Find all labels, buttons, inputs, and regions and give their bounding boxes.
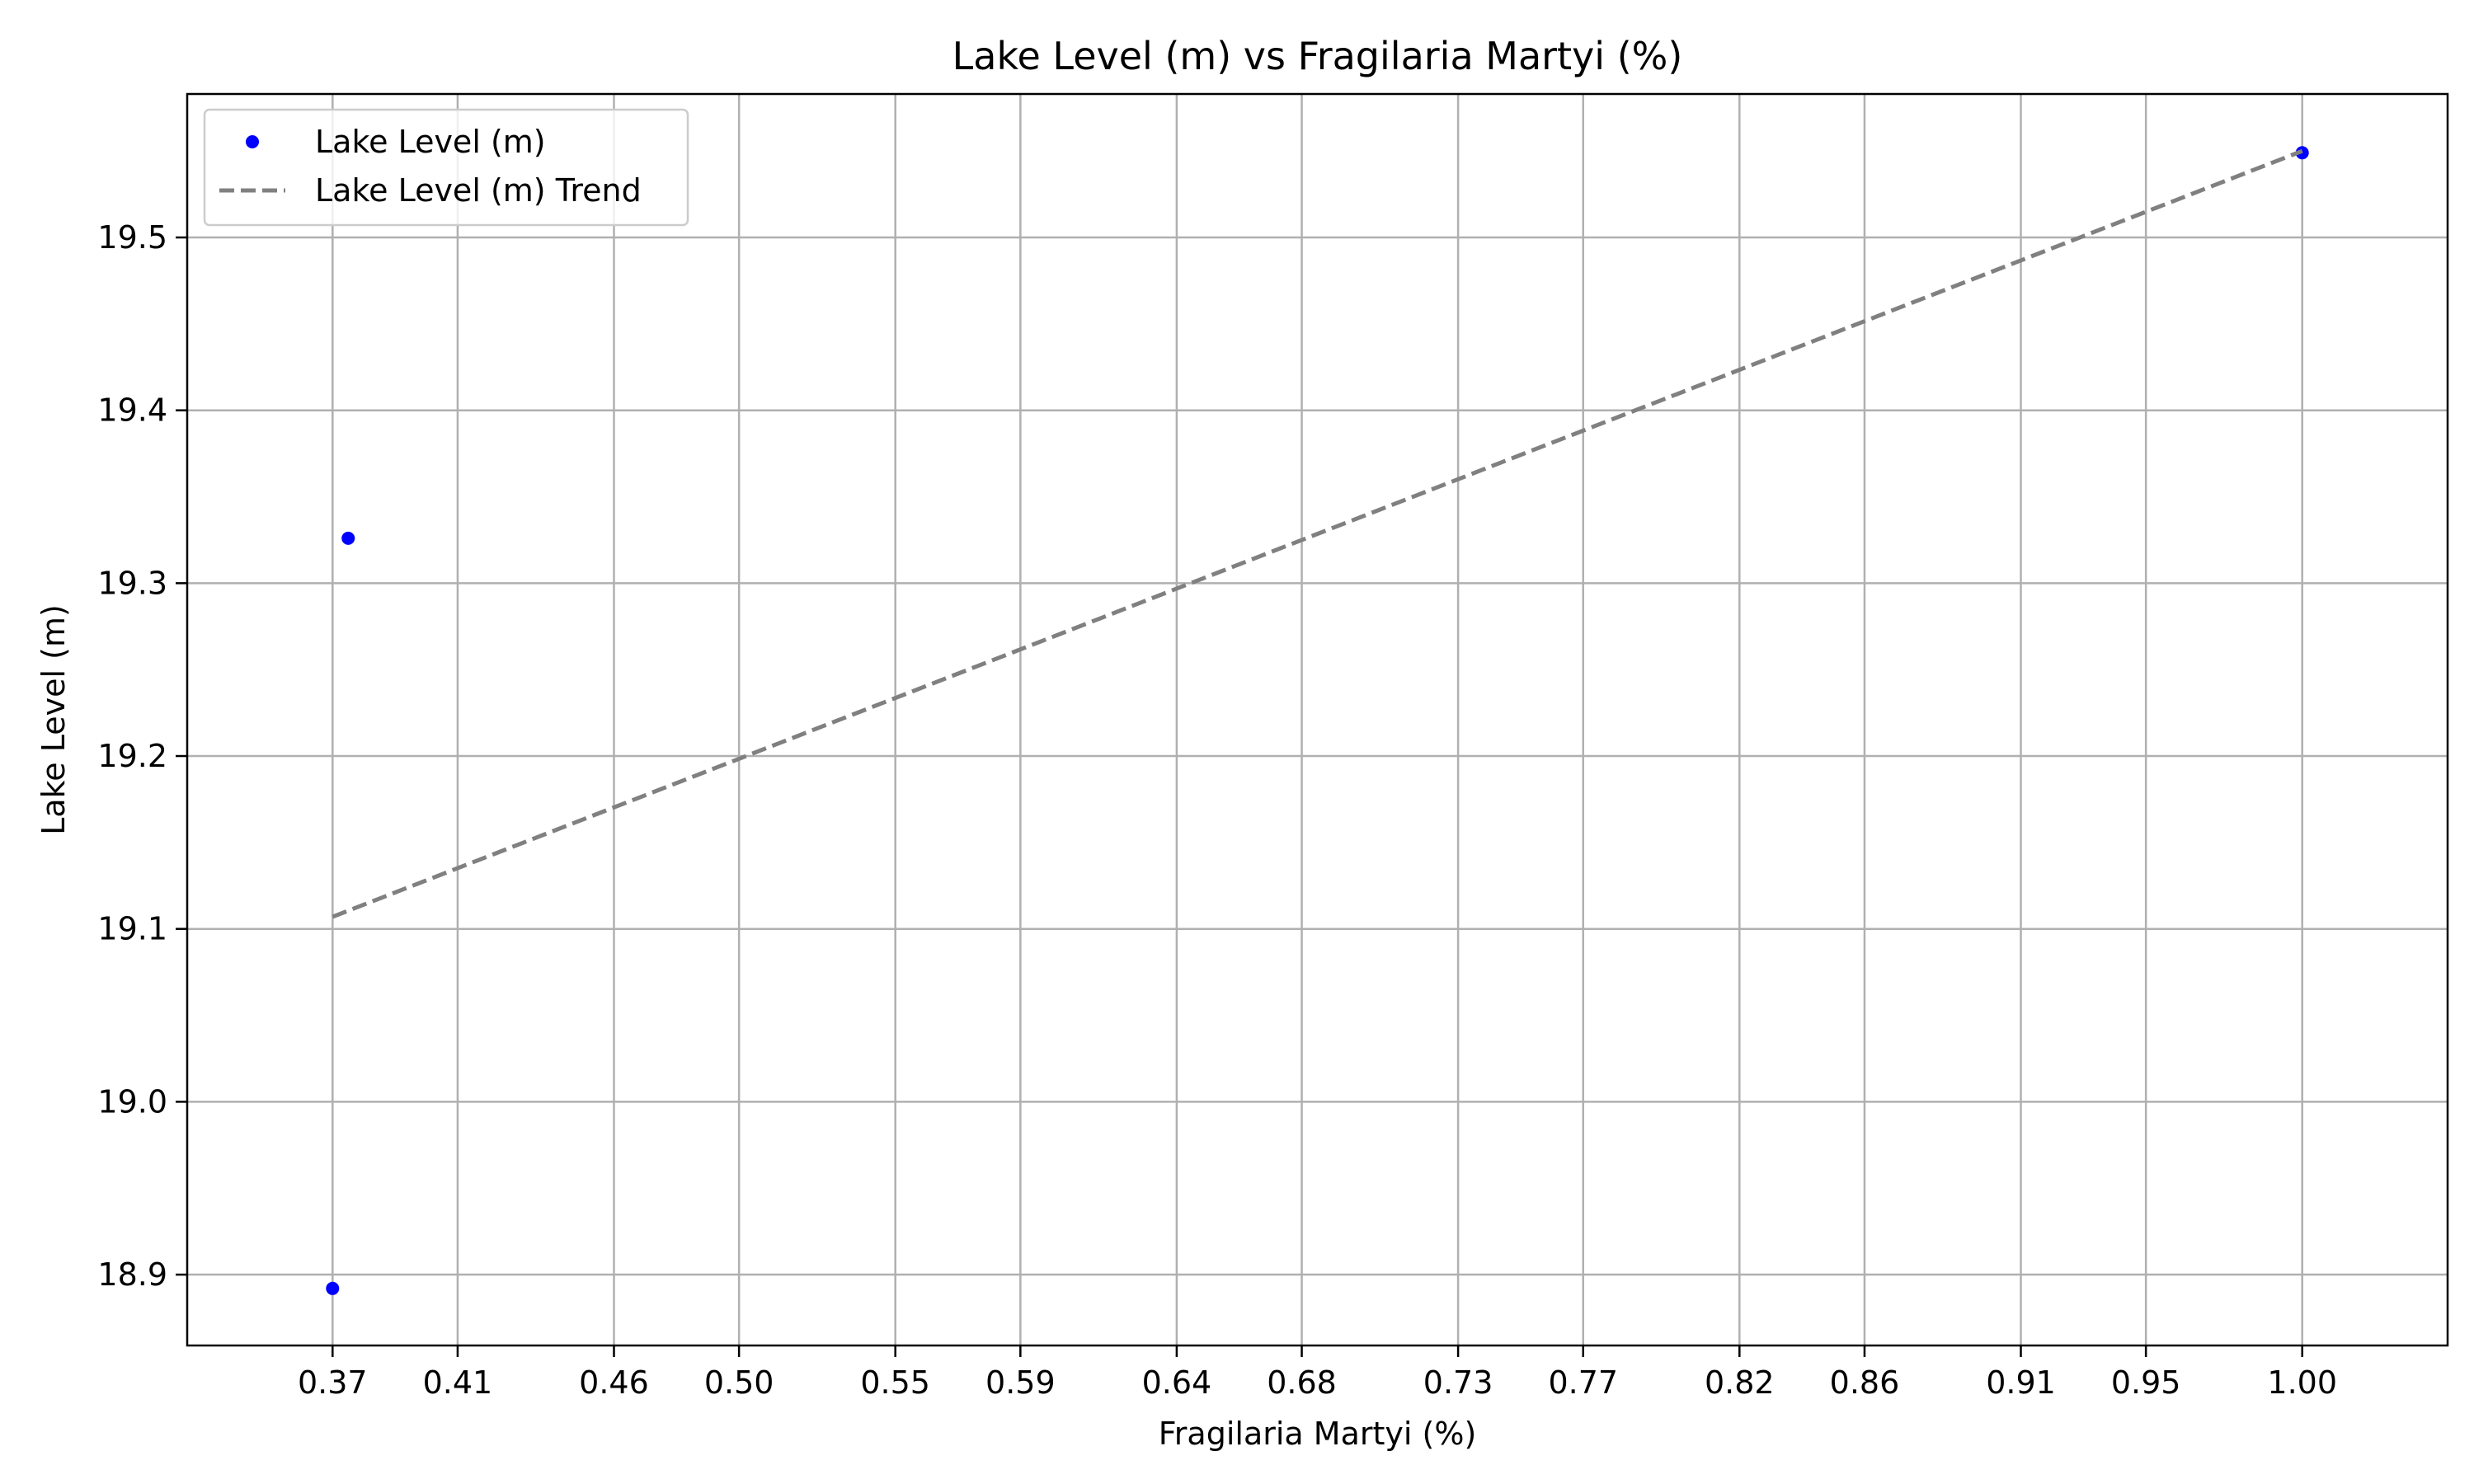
y-tick-label: 19.3 [97, 565, 167, 601]
x-tick-label: 0.73 [1423, 1364, 1493, 1401]
plot-series [326, 146, 2309, 1295]
x-tick-label: 0.95 [2111, 1364, 2181, 1401]
x-tick-label: 0.37 [298, 1364, 368, 1401]
x-tick-label: 0.41 [423, 1364, 493, 1401]
x-tick-label: 0.55 [860, 1364, 930, 1401]
trend-line [332, 148, 2303, 919]
y-tick-label: 19.5 [97, 219, 167, 256]
x-tick-label: 0.86 [1830, 1364, 1900, 1401]
x-tick-label: 0.91 [1986, 1364, 2056, 1401]
legend-label-trend: Lake Level (m) Trend [315, 172, 642, 209]
grid [187, 94, 2448, 1345]
x-tick-label: 0.77 [1548, 1364, 1618, 1401]
y-tick-label: 19.4 [97, 392, 167, 429]
y-tick-label: 19.0 [97, 1083, 167, 1120]
chart-title: Lake Level (m) vs Fragilaria Martyi (%) [952, 34, 1683, 78]
x-tick-label: 0.68 [1267, 1364, 1337, 1401]
x-axis-label: Fragilaria Martyi (%) [1159, 1416, 1477, 1452]
x-tick-label: 0.50 [704, 1364, 774, 1401]
x-tick-label: 1.00 [2267, 1364, 2337, 1401]
x-tick-label: 0.64 [1142, 1364, 1212, 1401]
scatter-point [326, 1281, 340, 1295]
legend-label-scatter: Lake Level (m) [315, 124, 546, 160]
y-tick-label: 19.1 [97, 911, 167, 947]
y-axis-label: Lake Level (m) [35, 604, 72, 835]
y-tick-label: 19.2 [97, 738, 167, 774]
scatter-point [341, 531, 355, 545]
legend-box [203, 108, 689, 227]
axis-ticks: 0.37 0.41 0.46 0.50 0.55 0.59 0.64 0.68 0.73 0.77… [97, 219, 2337, 1401]
x-tick-label: 0.59 [985, 1364, 1056, 1401]
plot-frame [186, 92, 2449, 1347]
x-tick-label: 0.46 [579, 1364, 649, 1401]
legend: Lake Level (m) Lake Level (m) Trend [203, 108, 689, 227]
y-tick-label: 18.9 [97, 1256, 167, 1293]
x-tick-label: 0.82 [1705, 1364, 1775, 1401]
legend-marker-scatter [246, 135, 259, 148]
